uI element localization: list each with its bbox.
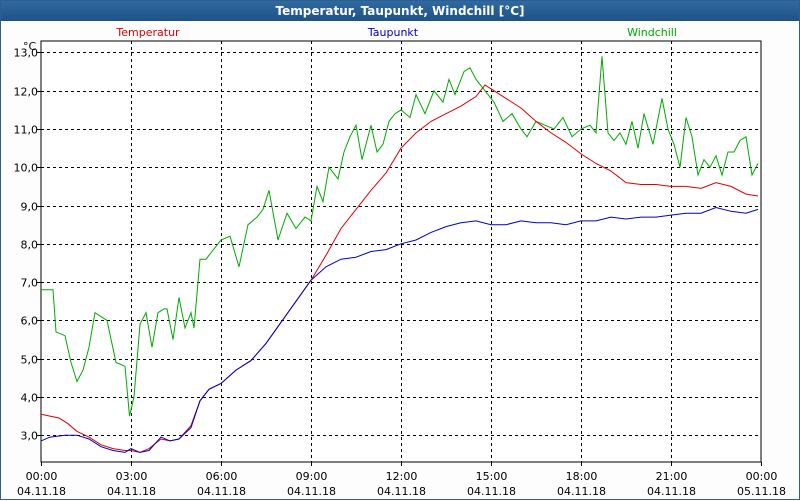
y-tick-label: 4,0 [21, 392, 39, 405]
legend-taupunkt: Taupunkt [367, 26, 419, 39]
x-tick-time: 18:00 [566, 470, 598, 483]
y-tick-label: 7,0 [21, 277, 39, 290]
x-tick-time: 21:00 [656, 470, 688, 483]
x-tick-time: 09:00 [296, 470, 328, 483]
y-axis-label: °C [23, 40, 37, 53]
x-tick-date: 04.11.18 [17, 485, 66, 498]
x-tick-date: 04.11.18 [647, 485, 696, 498]
x-tick-time: 00:00 [746, 470, 778, 483]
x-tick-date: 04.11.18 [107, 485, 156, 498]
y-tick-label: 10,0 [14, 162, 39, 175]
legend-windchill: Windchill [627, 26, 677, 39]
y-tick-label: 5,0 [21, 354, 39, 367]
y-tick-label: 9,0 [21, 201, 39, 214]
x-tick-time: 15:00 [476, 470, 508, 483]
chart-title: Temperatur, Taupunkt, Windchill [°C] [1, 1, 799, 21]
x-tick-date: 05.11.18 [737, 485, 786, 498]
x-tick-date: 04.11.18 [557, 485, 606, 498]
x-tick-date: 04.11.18 [287, 485, 336, 498]
series-line-taupunkt [40, 206, 759, 453]
legend-temperatur: Temperatur [115, 26, 180, 39]
series-line-windchill [41, 56, 759, 417]
y-tick-label: 8,0 [21, 239, 39, 252]
x-tick-time: 12:00 [386, 470, 418, 483]
x-tick-time: 06:00 [206, 470, 238, 483]
x-tick-date: 04.11.18 [377, 485, 426, 498]
x-tick-date: 04.11.18 [197, 485, 246, 498]
x-tick-time: 00:00 [26, 470, 58, 483]
x-tick-date: 04.11.18 [467, 485, 516, 498]
y-tick-label: 6,0 [21, 315, 39, 328]
x-tick-time: 03:00 [116, 470, 148, 483]
y-tick-label: 3,0 [21, 430, 39, 443]
y-tick-label: 12,0 [14, 86, 39, 99]
y-tick-label: 13,0 [14, 47, 39, 60]
y-tick-label: 11,0 [14, 124, 39, 137]
